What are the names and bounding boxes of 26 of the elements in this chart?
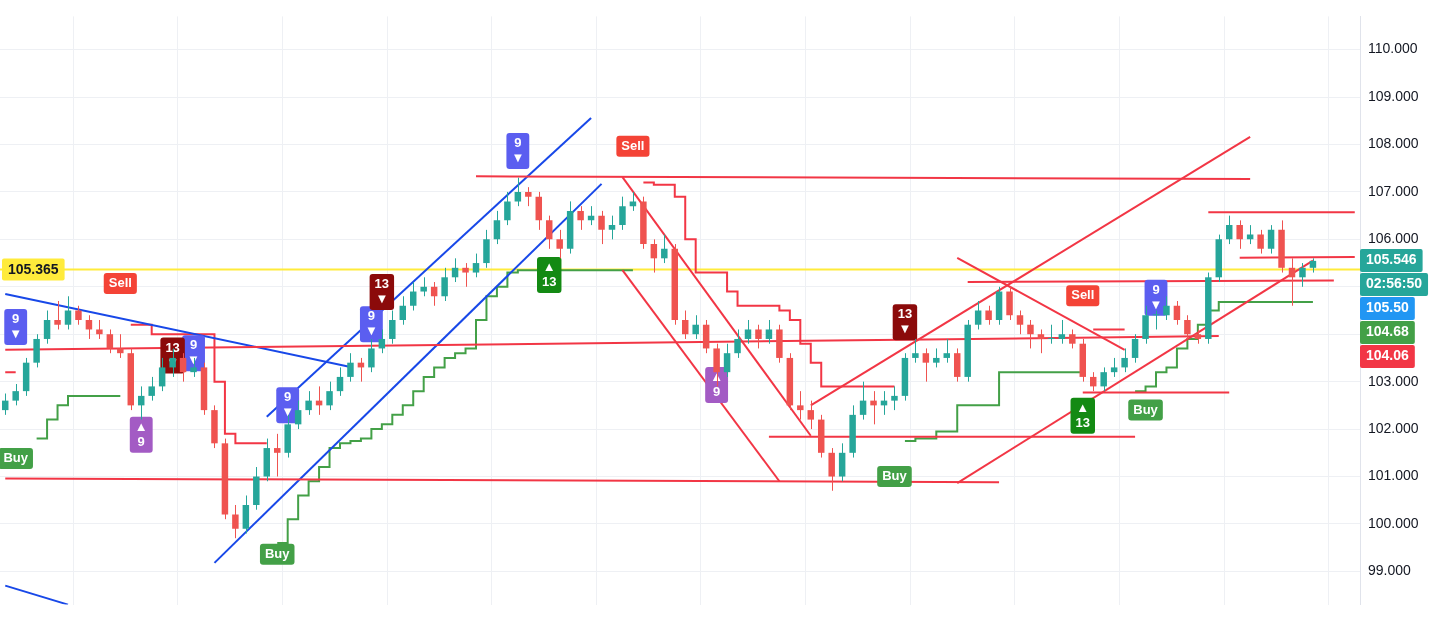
y-tick-label: 103.000 [1368,372,1419,389]
y-tick-label: 100.000 [1368,514,1419,531]
text: 02:56:50 [1366,275,1423,292]
text: 105.546 [1366,251,1417,268]
series-label: 9 ▼ [364,308,378,339]
text: 105.50 [1366,299,1410,316]
y-tick-label: 99.000 [1368,562,1412,579]
text: 9 ▼ [1149,281,1163,312]
y-tick-label: 106.000 [1368,230,1419,247]
text: 9 ▼ [281,389,295,420]
y-tick-label: 108.000 [1368,135,1419,152]
series-label: ▲ 13 [1075,399,1090,430]
y-tick-label: 110.000 [1368,40,1418,57]
text: 13 ▼ [897,306,913,337]
text: 104.68 [1366,323,1410,340]
y-tick-label: 101.000 [1368,467,1419,484]
y-tick-label: 107.000 [1368,182,1419,199]
text: ▲ 9 [134,418,148,449]
y-tick-label: 102.000 [1368,419,1419,436]
y-tick-label: 109.000 [1368,87,1419,104]
text: 104.06 [1366,347,1410,364]
text: ▲ 13 [542,259,557,289]
text: 9 ▼ [9,311,23,342]
text: 13 ▼ [374,276,390,307]
text: 9 ▼ [511,135,525,166]
ref-line-label: 105.365 [8,260,59,277]
